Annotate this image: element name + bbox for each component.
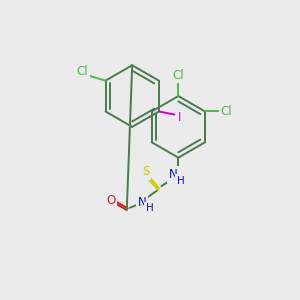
Text: N: N	[169, 168, 177, 181]
Text: H: H	[177, 176, 184, 186]
Text: S: S	[142, 165, 150, 178]
Text: Cl: Cl	[221, 105, 232, 118]
Text: Cl: Cl	[76, 65, 88, 78]
Text: O: O	[106, 194, 115, 207]
Text: N: N	[138, 196, 147, 209]
Text: Cl: Cl	[172, 69, 184, 82]
Text: I: I	[178, 111, 181, 124]
Text: H: H	[146, 203, 154, 214]
